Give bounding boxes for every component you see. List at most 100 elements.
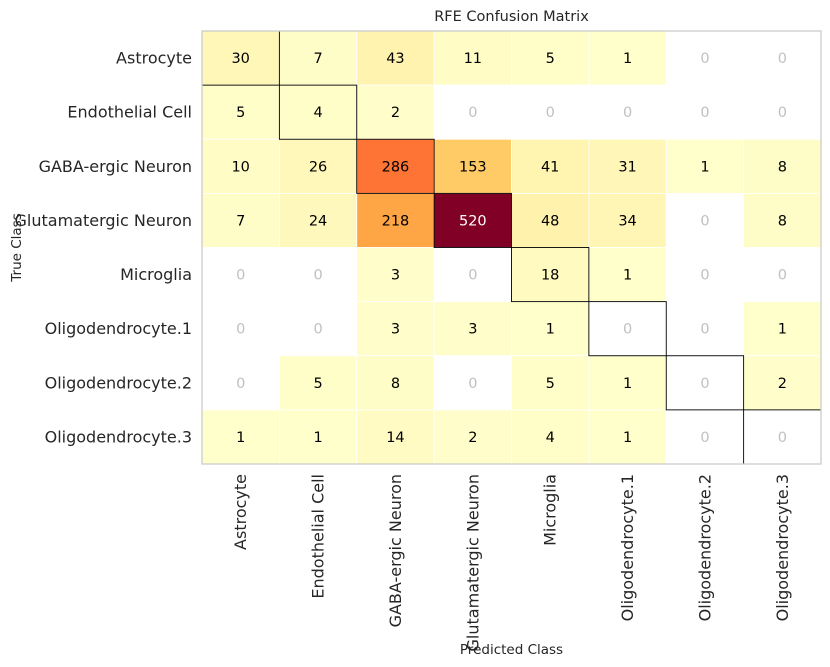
cell-value-label: 1 (313, 430, 322, 446)
cell-value-label: 0 (313, 322, 322, 338)
heatmap-cell (511, 355, 590, 411)
heatmap-cell (743, 84, 822, 140)
heatmap-cell (665, 138, 745, 194)
cell-value-label: 1 (623, 51, 632, 67)
heatmap-cell (433, 138, 512, 194)
x-tick-label: Endothelial Cell (309, 474, 328, 599)
heatmap-cell (665, 247, 745, 303)
heatmap-cell (511, 138, 590, 194)
heatmap-cell (278, 301, 358, 357)
x-axis-label: Predicted Class (460, 642, 563, 658)
y-tick-label: Microglia (120, 265, 192, 284)
cell-value-label: 24 (309, 213, 327, 229)
heatmap-cell (511, 30, 590, 86)
cell-value-label: 286 (382, 159, 410, 175)
heatmap-cell (665, 301, 745, 357)
y-tick-label: Oligodendrocyte.2 (45, 373, 192, 392)
cell-value-label: 8 (391, 376, 400, 392)
cell-value-label: 0 (700, 268, 709, 284)
heatmap-cell (278, 30, 358, 86)
y-tick-label: Oligodendrocyte.1 (45, 319, 192, 338)
heatmap-cell (665, 192, 745, 248)
cell-value-label: 0 (700, 322, 709, 338)
cell-value-label: 1 (623, 430, 632, 446)
heatmap-cell (278, 355, 358, 411)
x-tick-label: Microglia (541, 474, 560, 546)
x-tick-label: Glutamatergic Neuron (463, 474, 482, 651)
x-tick-label: GABA-ergic Neuron (386, 474, 405, 627)
y-tick-label: Astrocyte (116, 49, 192, 68)
cell-value-label: 5 (546, 376, 555, 392)
cell-value-label: 3 (468, 322, 477, 338)
x-tick-label: Oligodendrocyte.2 (695, 474, 714, 621)
cell-value-label: 5 (546, 51, 555, 67)
cell-value-label: 2 (778, 376, 787, 392)
cell-value-label: 14 (386, 430, 404, 446)
diagonal-cell-outline (511, 247, 590, 303)
heatmap-cell (588, 138, 667, 194)
heatmap-cell (588, 247, 667, 303)
cell-value-label: 0 (546, 105, 555, 121)
heatmap-cell (433, 84, 512, 140)
cell-value-label: 26 (309, 159, 327, 175)
diagonal-cell-outline (588, 301, 667, 357)
heatmap-cell (356, 138, 435, 194)
x-tick-label: Astrocyte (231, 474, 250, 550)
cell-value-label: 10 (231, 159, 249, 175)
heatmap-cell (743, 409, 822, 465)
cell-value-label: 8 (778, 159, 787, 175)
diagonal-cell-outline (356, 138, 435, 194)
cell-value-label: 3 (391, 322, 400, 338)
heatmap-cell (511, 84, 590, 140)
heatmap-cell (743, 247, 822, 303)
y-axis-label: True Class (9, 213, 25, 282)
x-tick-label: Oligodendrocyte.3 (773, 474, 792, 621)
cell-value-label: 3 (391, 268, 400, 284)
cell-value-label: 7 (313, 51, 322, 67)
cell-value-label: 0 (700, 213, 709, 229)
heatmap-cell (433, 247, 512, 303)
cell-value-label: 1 (623, 376, 632, 392)
heatmap-cell (356, 409, 435, 465)
cell-value-label: 5 (236, 105, 245, 121)
diagonal-cell-outline (433, 192, 512, 248)
y-tick-labels: Astrocyte Endothelial Cell GABA-ergic Neur… (15, 49, 192, 447)
heatmap-cell (665, 355, 745, 411)
cell-value-labels: 30 7 43 11 5 1 0 05 4 2 0 0 0 0 010 26 286 153 41 31 1 87 24 21… (231, 51, 786, 446)
y-tick-label: Oligodendrocyte.3 (45, 427, 192, 446)
cell-value-label: 0 (236, 322, 245, 338)
cell-value-label: 11 (464, 51, 482, 67)
cell-value-label: 0 (468, 268, 477, 284)
heatmap-cell (743, 30, 822, 86)
heatmap-cell (356, 301, 435, 357)
diagonal-cell-outline (665, 355, 745, 411)
cell-value-label: 30 (231, 51, 249, 67)
heatmap-cell (356, 355, 435, 411)
heatmap-cell (511, 192, 590, 248)
heatmap-cell (511, 301, 590, 357)
heatmap-cell (433, 30, 512, 86)
cell-value-label: 1 (546, 322, 555, 338)
cell-value-label: 153 (459, 159, 487, 175)
cell-value-label: 41 (541, 159, 559, 175)
cell-value-label: 4 (313, 105, 322, 121)
plot-frame (201, 30, 822, 465)
heatmap-cell (201, 138, 280, 194)
cell-value-label: 0 (778, 430, 787, 446)
cell-value-label: 18 (541, 268, 559, 284)
cell-value-label: 0 (700, 105, 709, 121)
cell-value-label: 0 (623, 322, 632, 338)
heatmap-cell (201, 355, 280, 411)
cell-value-label: 2 (468, 430, 477, 446)
cell-value-label: 0 (700, 51, 709, 67)
cell-value-label: 0 (236, 376, 245, 392)
heatmap-cell (511, 409, 590, 465)
cell-value-label: 4 (546, 430, 555, 446)
cell-value-label: 0 (623, 105, 632, 121)
y-tick-label: Endothelial Cell (67, 103, 192, 122)
y-tick-label: Glutamatergic Neuron (15, 211, 192, 230)
heatmap-cell (588, 355, 667, 411)
cell-value-label: 0 (468, 376, 477, 392)
cell-value-label: 0 (313, 268, 322, 284)
cell-value-label: 34 (618, 213, 636, 229)
